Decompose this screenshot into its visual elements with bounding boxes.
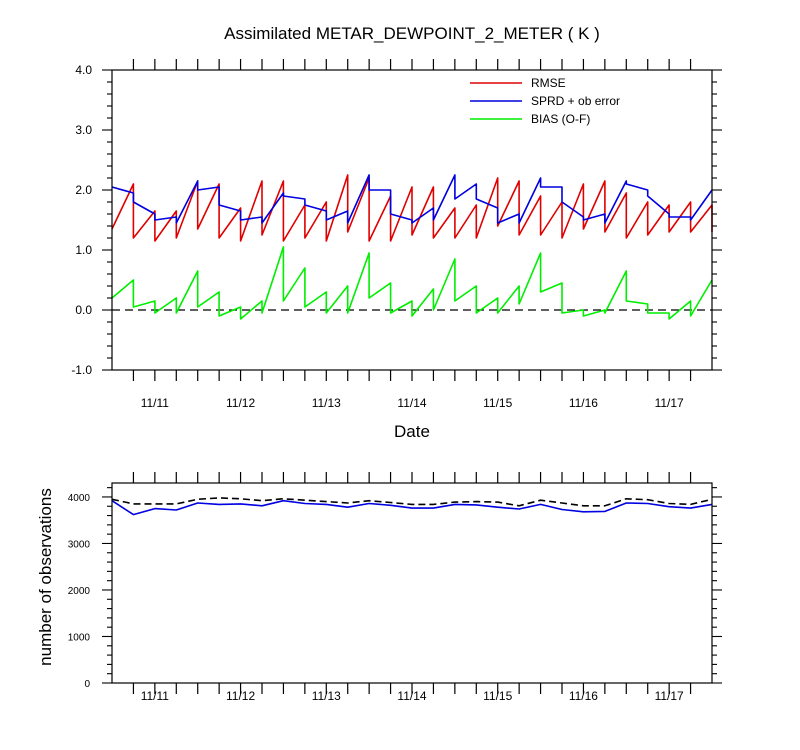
top-chart: Assimilated METAR_DEWPOINT_2_METER ( K )…	[71, 24, 722, 441]
x-tick-label: 11/14	[397, 396, 426, 410]
chart-title: Assimilated METAR_DEWPOINT_2_METER ( K )	[224, 24, 600, 43]
top-plot-frame	[111, 69, 713, 371]
y-tick-label: -1.0	[71, 363, 92, 377]
y-axis-title: number of observations	[36, 488, 55, 666]
x-tick-label: 11/17	[655, 689, 684, 703]
bottom-plot-frame	[111, 482, 713, 684]
x-tick-label: 11/11	[141, 689, 170, 703]
series-line-0	[111, 497, 713, 507]
legend-label-sprd: SPRD + ob error	[531, 94, 620, 108]
top-plot-area	[111, 174, 713, 320]
x-tick-label: 11/11	[141, 396, 170, 410]
x-tick-label: 11/16	[569, 689, 598, 703]
y-tick-label: 1.0	[75, 243, 92, 257]
y-tick-label: 4000	[68, 493, 91, 504]
x-tick-label: 11/13	[312, 689, 341, 703]
y-tick-label: 1000	[68, 632, 91, 643]
y-tick-label: 2000	[68, 586, 91, 597]
legend-label-bias: BIAS (O-F)	[531, 112, 590, 126]
x-axis-title: Date	[394, 422, 430, 441]
bottom-axes: 11/11 11/12 11/13 11/14 11/15 11/16 11/17 0 1000…	[68, 472, 722, 703]
x-tick-label: 11/17	[655, 396, 684, 410]
x-tick-label: 11/12	[226, 689, 255, 703]
x-tick-label: 11/16	[569, 396, 598, 410]
y-tick-label: 2.0	[75, 183, 92, 197]
x-tick-label: 11/13	[312, 396, 341, 410]
y-tick-label: 0.0	[75, 303, 92, 317]
y-tick-label: 3.0	[75, 123, 92, 137]
top-axes: 11/11 11/12 11/13 11/14 11/15 11/16 11/17 -1.0 0…	[71, 59, 722, 410]
bottom-chart: 11/11 11/12 11/13 11/14 11/15 11/16 11/17 0 1000…	[36, 472, 722, 703]
x-tick-label: 11/14	[397, 689, 426, 703]
legend: RMSE SPRD + ob error BIAS (O-F)	[470, 76, 620, 126]
series-line-1	[111, 499, 713, 516]
x-tick-label: 11/15	[483, 689, 512, 703]
legend-label-rmse: RMSE	[531, 76, 566, 90]
series-line-0	[111, 174, 713, 242]
y-tick-label: 3000	[68, 539, 91, 550]
y-tick-label: 4.0	[75, 63, 92, 77]
bottom-plot-area	[111, 497, 713, 516]
y-tick-label: 0	[84, 679, 90, 690]
series-line-2	[111, 246, 713, 320]
x-tick-label: 11/15	[483, 396, 512, 410]
x-tick-label: 11/12	[226, 396, 255, 410]
series-line-1	[111, 174, 713, 224]
